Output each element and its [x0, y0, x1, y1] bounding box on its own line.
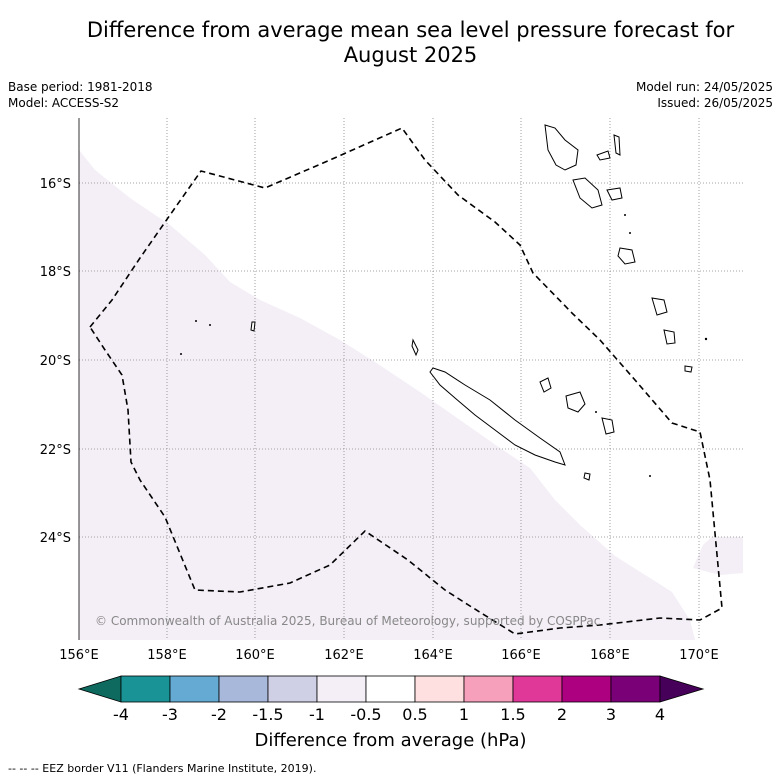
colorbar-box: [267, 675, 318, 703]
colorbar-box: [512, 675, 563, 703]
meta-left: Base period: 1981-2018 Model: ACCESS-S2: [8, 79, 153, 111]
colorbar-tick-label: 1.5: [500, 705, 526, 724]
colorbar-tick-label: -1: [309, 705, 325, 724]
lat-labels: 16°S 18°S 20°S 22°S 24°S: [40, 177, 71, 546]
colorbar-tick-label: 0.5: [402, 705, 428, 724]
model-run: Model run: 24/05/2025: [635, 80, 773, 94]
title-line-1: Difference from average mean sea level p…: [86, 18, 735, 42]
colorbar-tick-label: -1.5: [252, 705, 284, 724]
lon-label: 170°E: [679, 648, 719, 663]
colorbar-tick-label: -3: [162, 705, 178, 724]
vanuatu-island-5: [606, 187, 623, 201]
anomaly-fill-corner: [693, 537, 743, 575]
meta-right: Model run: 24/05/2025 Issued: 26/05/2025: [636, 79, 773, 111]
colorbar-label: Difference from average (hPa): [254, 730, 527, 751]
loyalty-island-3: [601, 417, 615, 435]
lon-label: 156°E: [59, 648, 99, 663]
loyalty-island-1: [539, 377, 552, 393]
colorbar-box: [414, 675, 465, 703]
colorbar-box: [316, 675, 367, 703]
colorbar: [77, 675, 705, 703]
lat-label: 16°S: [40, 177, 71, 192]
chesterfield-reef: [250, 321, 256, 332]
graticule: [79, 118, 743, 640]
colorbar-box: [463, 675, 514, 703]
lat-label: 24°S: [40, 531, 71, 546]
colorbar-arrow-low: [77, 675, 122, 703]
lat-label: 20°S: [40, 354, 71, 369]
belep-island: [411, 338, 419, 357]
colorbar-box: [365, 675, 416, 703]
small-island-a: [583, 472, 591, 481]
loyalty-island-2: [565, 391, 586, 413]
anomaly-fill-region: [79, 150, 695, 640]
issued-date: Issued: 26/05/2025: [657, 96, 773, 110]
model-name: Model: ACCESS-S2: [8, 96, 120, 110]
lat-label: 22°S: [40, 443, 71, 458]
colorbar-box: [610, 675, 661, 703]
efate: [617, 247, 636, 265]
colorbar-box: [218, 675, 269, 703]
lon-label: 168°E: [590, 648, 630, 663]
tanna: [663, 329, 676, 345]
coastlines: [250, 124, 693, 481]
malakula: [572, 177, 603, 209]
lon-label: 160°E: [235, 648, 275, 663]
aneityum: [684, 365, 693, 373]
colorbar-box: [561, 675, 612, 703]
vanuatu-island-2: [596, 150, 611, 161]
colorbar-box: [169, 675, 220, 703]
new-caledonia-island: [429, 367, 566, 466]
base-period: Base period: 1981-2018: [8, 80, 153, 94]
colorbar-box: [120, 675, 171, 703]
lon-label: 162°E: [324, 648, 364, 663]
lat-label: 18°S: [40, 265, 71, 280]
colorbar-tick-label: 4: [654, 705, 666, 724]
colorbar-tick-label: 2: [556, 705, 568, 724]
copyright-notice: © Commonwealth of Australia 2025, Bureau…: [95, 614, 601, 628]
colorbar-tick-label: -2: [211, 705, 227, 724]
island-dots: [180, 214, 708, 477]
vanuatu-island-3: [613, 134, 621, 156]
eez-footnote: -- -- -- EEZ border V11 (Flanders Marine…: [8, 762, 317, 775]
colorbar-tick-label: -0.5: [350, 705, 382, 724]
map-title: Difference from average mean sea level p…: [40, 18, 781, 68]
lon-label: 166°E: [501, 648, 541, 663]
lon-label: 158°E: [147, 648, 187, 663]
colorbar-tick-label: 1: [458, 705, 470, 724]
lon-label: 164°E: [413, 648, 453, 663]
lon-labels: 156°E 158°E 160°E 162°E 164°E 166°E 168°…: [59, 648, 719, 663]
colorbar-tick-label: 3: [605, 705, 617, 724]
espiritu-santo: [544, 124, 579, 171]
colorbar-arrow-high: [659, 675, 705, 703]
erromango: [651, 297, 668, 316]
colorbar-tick-label: -4: [113, 705, 129, 724]
title-line-2: August 2025: [343, 43, 478, 67]
